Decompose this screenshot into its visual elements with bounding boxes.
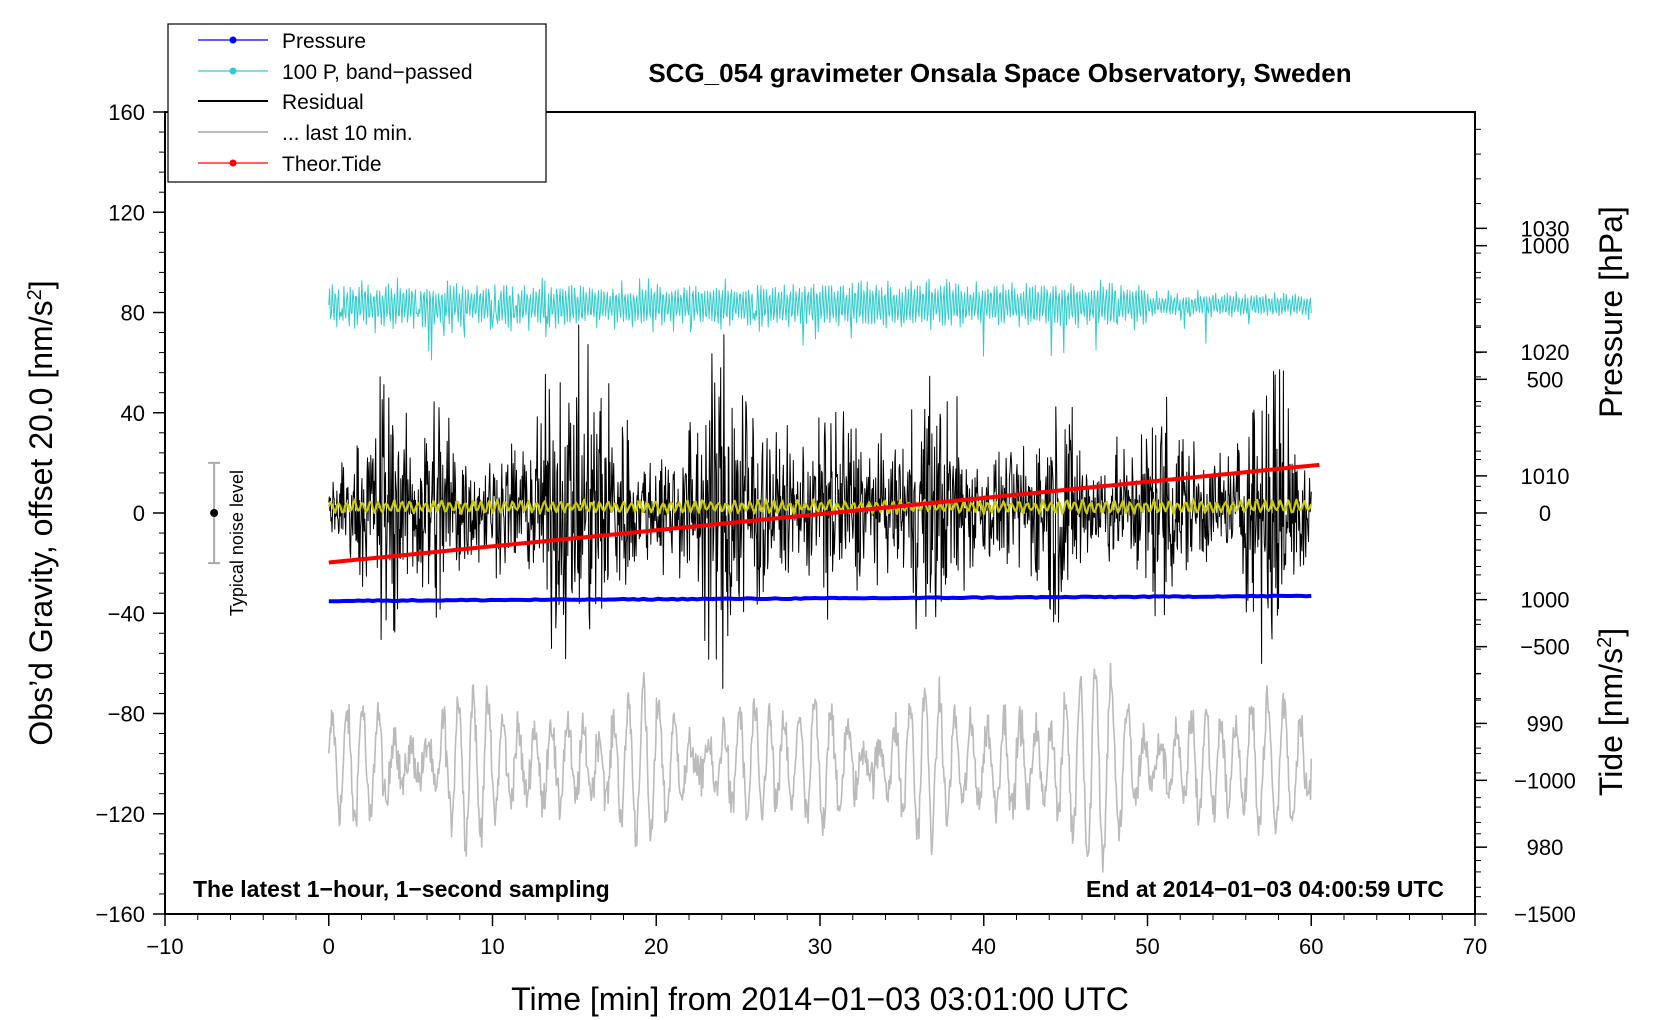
legend-marker-pressure <box>229 36 237 44</box>
y-axis-left: −160 −120 −80 −40 0 40 80 120 160 <box>95 100 165 927</box>
pressure-tick-label: 1020 <box>1521 340 1570 365</box>
tide-tick-label: −1000 <box>1514 768 1576 793</box>
series-residual <box>328 324 1312 689</box>
x-tick-label: 60 <box>1299 934 1323 959</box>
noise-bar-label: Typical noise level <box>227 470 247 616</box>
annotation-sampling: The latest 1−hour, 1−second sampling <box>193 876 610 902</box>
y-tick-label: 80 <box>121 301 145 326</box>
noise-bar-center <box>210 509 219 517</box>
y-tick-label: −120 <box>95 802 145 827</box>
pressure-tick-label: 1030 <box>1521 216 1570 241</box>
pressure-tick-label: 980 <box>1527 835 1564 860</box>
y-tick-label: −80 <box>108 702 145 727</box>
chart-title: SCG_054 gravimeter Onsala Space Observat… <box>648 58 1351 88</box>
legend-entry-band-passed: 100 P, band−passed <box>198 61 473 84</box>
y-tick-label: 160 <box>108 100 145 125</box>
tide-tick-label: 500 <box>1527 367 1564 392</box>
series-theoretical-tide <box>328 462 1320 565</box>
x-tick-label: 30 <box>808 934 832 959</box>
x-axis-title: Time [min] from 2014−01−03 03:01:00 UTC <box>511 981 1129 1017</box>
x-tick-label: 70 <box>1463 934 1487 959</box>
x-tick-label: 10 <box>480 934 504 959</box>
y-axis-pressure: 980 990 1000 1010 1020 1030 <box>1475 128 1570 898</box>
y-axis-left-title: Obs’d Gravity, offset 20.0 [nm/s2] <box>23 280 59 745</box>
x-tick-label: 50 <box>1135 934 1159 959</box>
y-tick-label: −160 <box>95 902 145 927</box>
legend-label-residual: Residual <box>282 91 364 114</box>
legend: Pressure 100 P, band−passed Residual ...… <box>167 23 547 183</box>
y-axis-tide: −1500 −1000 −500 0 500 1000 <box>1475 234 1576 927</box>
legend-entry-pressure: Pressure <box>198 30 366 53</box>
x-tick-label: 40 <box>972 934 996 959</box>
y-axis-pressure-title: Pressure [hPa] <box>1593 206 1629 418</box>
series-last-10-min <box>328 662 1313 873</box>
y-tick-label: 120 <box>108 200 145 225</box>
noise-level-indicator: Typical noise level <box>208 461 247 616</box>
legend-entry-theor-tide: Theor.Tide <box>198 153 382 176</box>
legend-label-last-10-min: ... last 10 min. <box>282 122 413 145</box>
legend-label-pressure: Pressure <box>282 30 366 53</box>
legend-entry-residual: Residual <box>198 91 364 114</box>
y-axis-tide-title: Tide [nm/s2] <box>1593 628 1629 796</box>
y-tick-label: 40 <box>121 401 145 426</box>
band-passed-pressure-line <box>328 277 1312 361</box>
x-tick-label: 0 <box>323 934 335 959</box>
residual-line <box>328 324 1312 689</box>
series-pressure <box>328 593 1312 604</box>
x-tick-label: 20 <box>644 934 668 959</box>
y-tick-label: 0 <box>133 501 145 526</box>
legend-marker-theor-tide <box>229 159 237 167</box>
pressure-tick-label: 1010 <box>1521 464 1570 489</box>
x-axis: −10 0 10 20 30 40 50 60 70 <box>146 914 1487 959</box>
tide-tick-label: 0 <box>1539 501 1551 526</box>
pressure-tick-label: 990 <box>1527 711 1564 736</box>
legend-marker-band-passed <box>229 67 237 75</box>
tide-tick-label: −500 <box>1520 635 1570 660</box>
pressure-tick-label: 1000 <box>1521 588 1570 613</box>
x-tick-label: −10 <box>146 934 183 959</box>
tide-tick-label: −1500 <box>1514 902 1576 927</box>
legend-label-band-passed: 100 P, band−passed <box>282 61 473 84</box>
theoretical-tide-line <box>328 462 1320 565</box>
smoothed-residual-line <box>327 498 1313 516</box>
y-tick-label: −40 <box>108 601 145 626</box>
series-smoothed-residual <box>327 498 1313 516</box>
pressure-line <box>328 593 1312 604</box>
annotation-end-time: End at 2014−01−03 04:00:59 UTC <box>1086 876 1444 902</box>
series-band-passed-pressure <box>328 277 1312 361</box>
tide-tick-label: 1000 <box>1521 234 1570 259</box>
legend-entry-last-10-min: ... last 10 min. <box>198 122 413 145</box>
last-10-min-line <box>328 662 1313 873</box>
legend-box <box>167 23 547 183</box>
legend-label-theor-tide: Theor.Tide <box>282 153 382 176</box>
